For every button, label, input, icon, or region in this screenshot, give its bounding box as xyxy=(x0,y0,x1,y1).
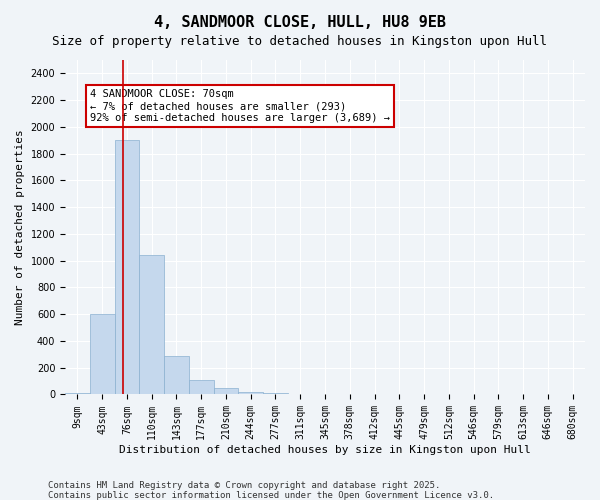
Text: 4 SANDMOOR CLOSE: 70sqm
← 7% of detached houses are smaller (293)
92% of semi-de: 4 SANDMOOR CLOSE: 70sqm ← 7% of detached… xyxy=(90,90,390,122)
Text: Contains public sector information licensed under the Open Government Licence v3: Contains public sector information licen… xyxy=(48,491,494,500)
Bar xyxy=(214,388,238,394)
Bar xyxy=(90,314,115,394)
Bar xyxy=(164,356,189,395)
Bar xyxy=(139,256,164,394)
Bar xyxy=(238,392,263,394)
Text: Size of property relative to detached houses in Kingston upon Hull: Size of property relative to detached ho… xyxy=(53,35,548,48)
Text: Contains HM Land Registry data © Crown copyright and database right 2025.: Contains HM Land Registry data © Crown c… xyxy=(48,481,440,490)
Bar xyxy=(65,393,90,394)
Text: 4, SANDMOOR CLOSE, HULL, HU8 9EB: 4, SANDMOOR CLOSE, HULL, HU8 9EB xyxy=(154,15,446,30)
Bar xyxy=(263,393,288,394)
Bar xyxy=(189,380,214,394)
X-axis label: Distribution of detached houses by size in Kingston upon Hull: Distribution of detached houses by size … xyxy=(119,445,531,455)
Y-axis label: Number of detached properties: Number of detached properties xyxy=(15,130,25,325)
Bar xyxy=(115,140,139,394)
